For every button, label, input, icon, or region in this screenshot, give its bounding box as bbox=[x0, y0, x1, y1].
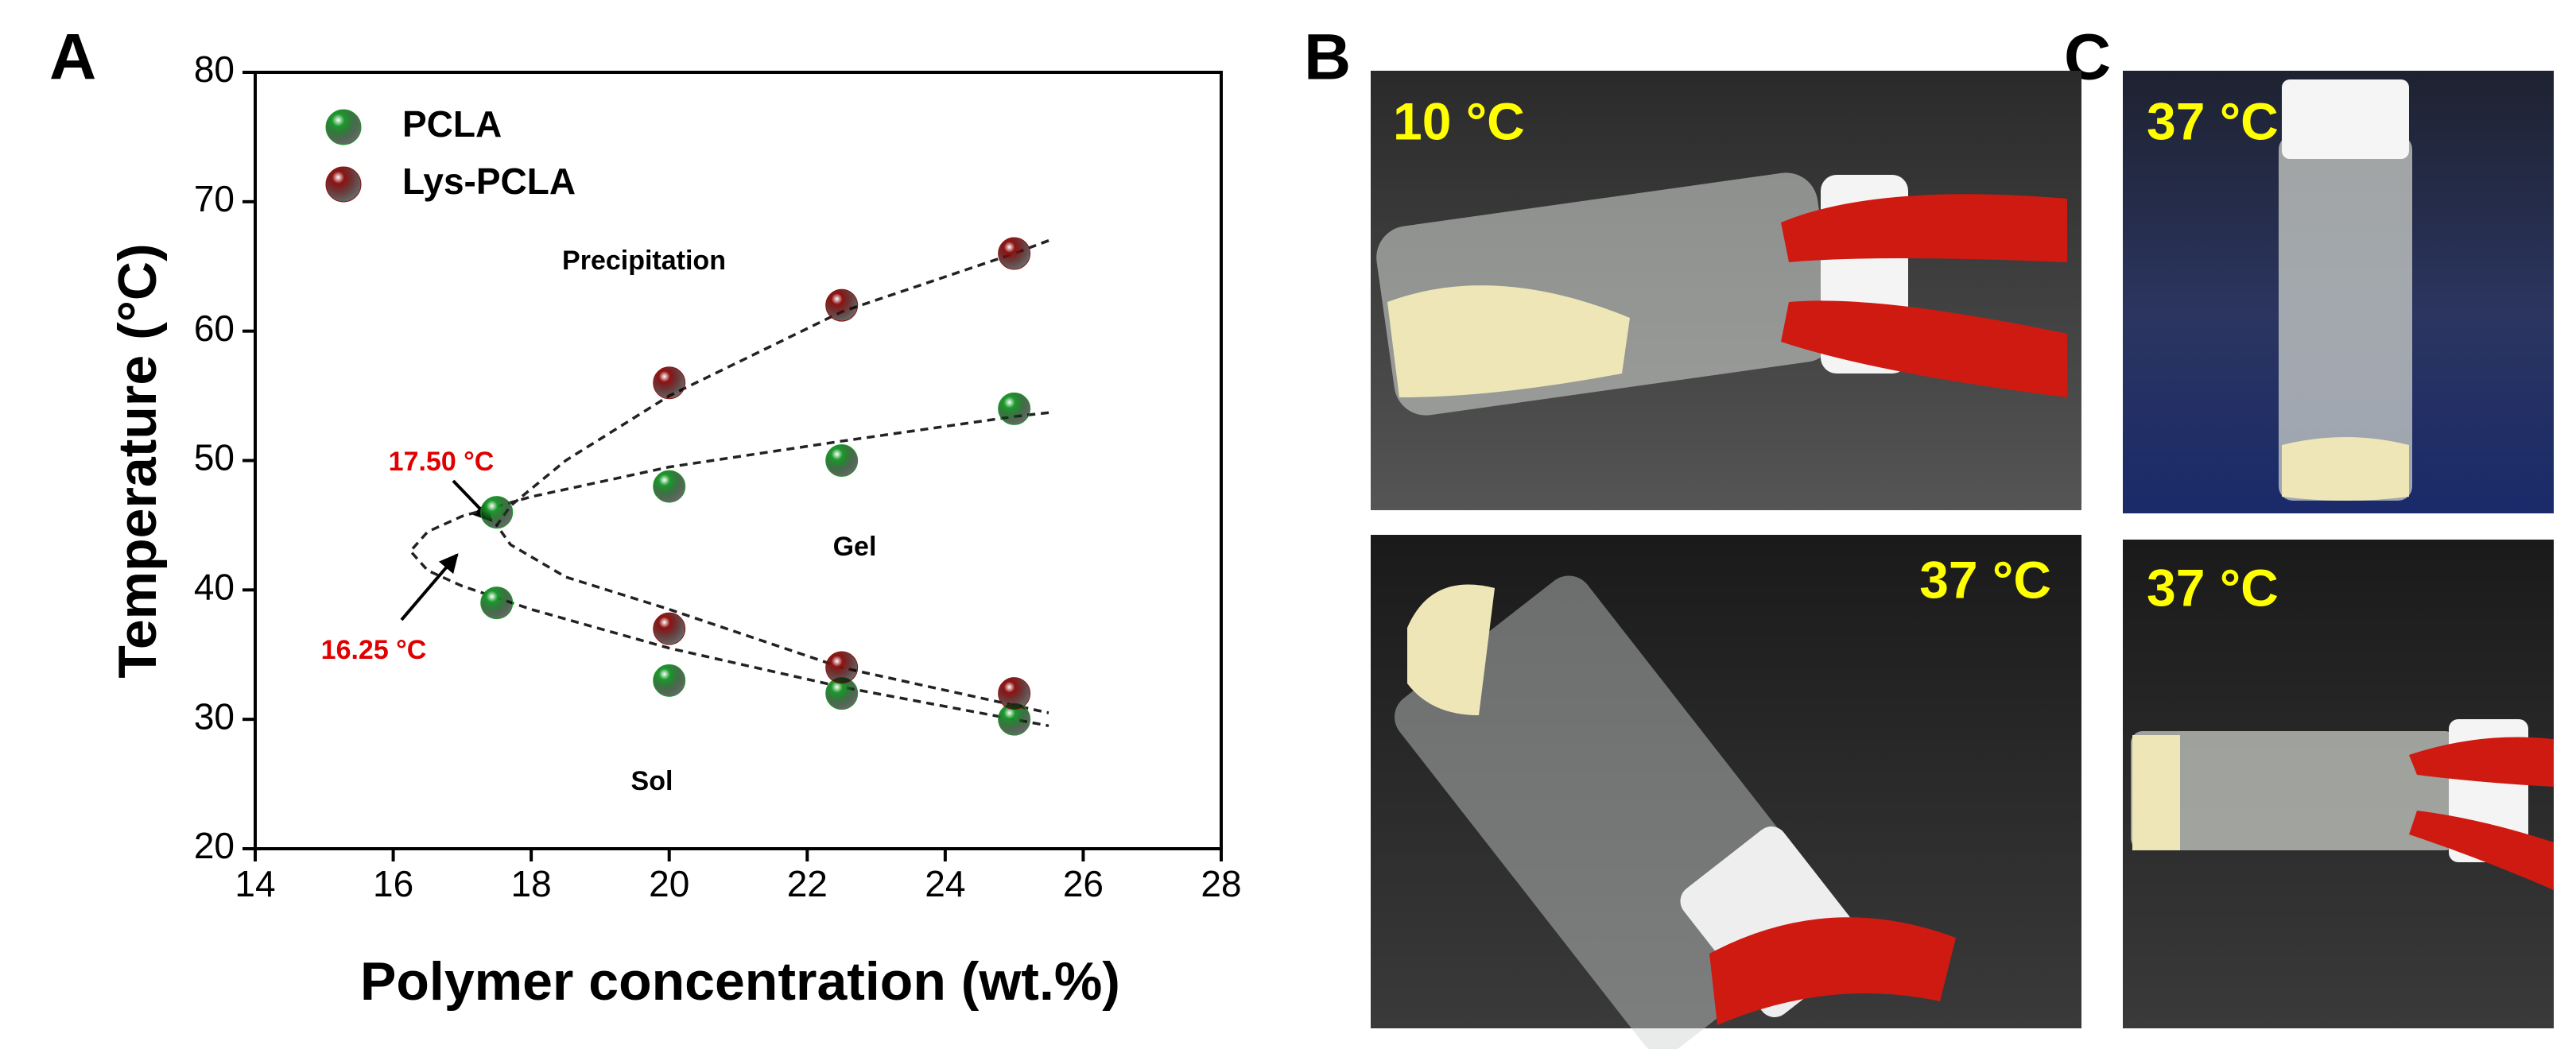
point bbox=[653, 470, 686, 503]
point bbox=[998, 237, 1031, 270]
point bbox=[653, 366, 686, 400]
legend-marker bbox=[325, 109, 362, 145]
x-tick-label: 16 bbox=[373, 863, 413, 904]
annotation: Sol bbox=[631, 766, 673, 796]
panel-label: B bbox=[1304, 21, 1351, 94]
panel-label: A bbox=[49, 21, 96, 94]
legend-label: PCLA bbox=[402, 103, 502, 145]
annotation: Gel bbox=[833, 532, 877, 562]
annotation: Precipitation bbox=[562, 246, 726, 276]
point bbox=[825, 444, 859, 477]
fit-line bbox=[495, 239, 1049, 714]
annotation: 17.50 °C bbox=[389, 447, 495, 477]
photo-label: 37 °C bbox=[1919, 550, 2051, 609]
x-axis-title: Polymer concentration (wt.%) bbox=[360, 951, 1120, 1012]
photo: 10 °C bbox=[1371, 71, 2081, 510]
point bbox=[825, 288, 859, 322]
x-tick-label: 18 bbox=[511, 863, 552, 904]
point bbox=[998, 392, 1031, 425]
photo-label: 37 °C bbox=[2147, 558, 2279, 617]
photo: 37 °C bbox=[2123, 540, 2554, 1028]
x-tick-label: 28 bbox=[1201, 863, 1241, 904]
arrow bbox=[400, 553, 459, 621]
y-tick-label: 20 bbox=[194, 825, 235, 866]
y-axis-title: Temperature (°C) bbox=[107, 243, 168, 678]
y-tick-label: 80 bbox=[194, 48, 235, 90]
point bbox=[998, 677, 1031, 710]
legend-label: Lys-PCLA bbox=[402, 161, 576, 202]
y-tick-label: 30 bbox=[194, 695, 235, 737]
x-tick-label: 26 bbox=[1063, 863, 1104, 904]
point bbox=[653, 664, 686, 697]
x-tick-label: 24 bbox=[925, 863, 965, 904]
photo-label: 37 °C bbox=[2147, 91, 2279, 150]
photo: 37 °C bbox=[2123, 71, 2554, 513]
y-tick-label: 70 bbox=[194, 178, 235, 219]
photo: 37 °C bbox=[1371, 535, 2081, 1049]
x-tick-label: 20 bbox=[649, 863, 689, 904]
annotation: 16.25 °C bbox=[321, 635, 427, 665]
point bbox=[653, 612, 686, 645]
point bbox=[480, 496, 514, 529]
fit-line bbox=[408, 411, 1049, 728]
point bbox=[480, 586, 514, 620]
legend-marker bbox=[325, 166, 362, 203]
x-tick-label: 14 bbox=[235, 863, 275, 904]
point bbox=[825, 651, 859, 684]
photo-label: 10 °C bbox=[1393, 91, 1525, 150]
x-tick-label: 22 bbox=[787, 863, 828, 904]
y-tick-label: 50 bbox=[194, 437, 235, 478]
y-tick-label: 60 bbox=[194, 308, 235, 349]
y-tick-label: 40 bbox=[194, 566, 235, 607]
